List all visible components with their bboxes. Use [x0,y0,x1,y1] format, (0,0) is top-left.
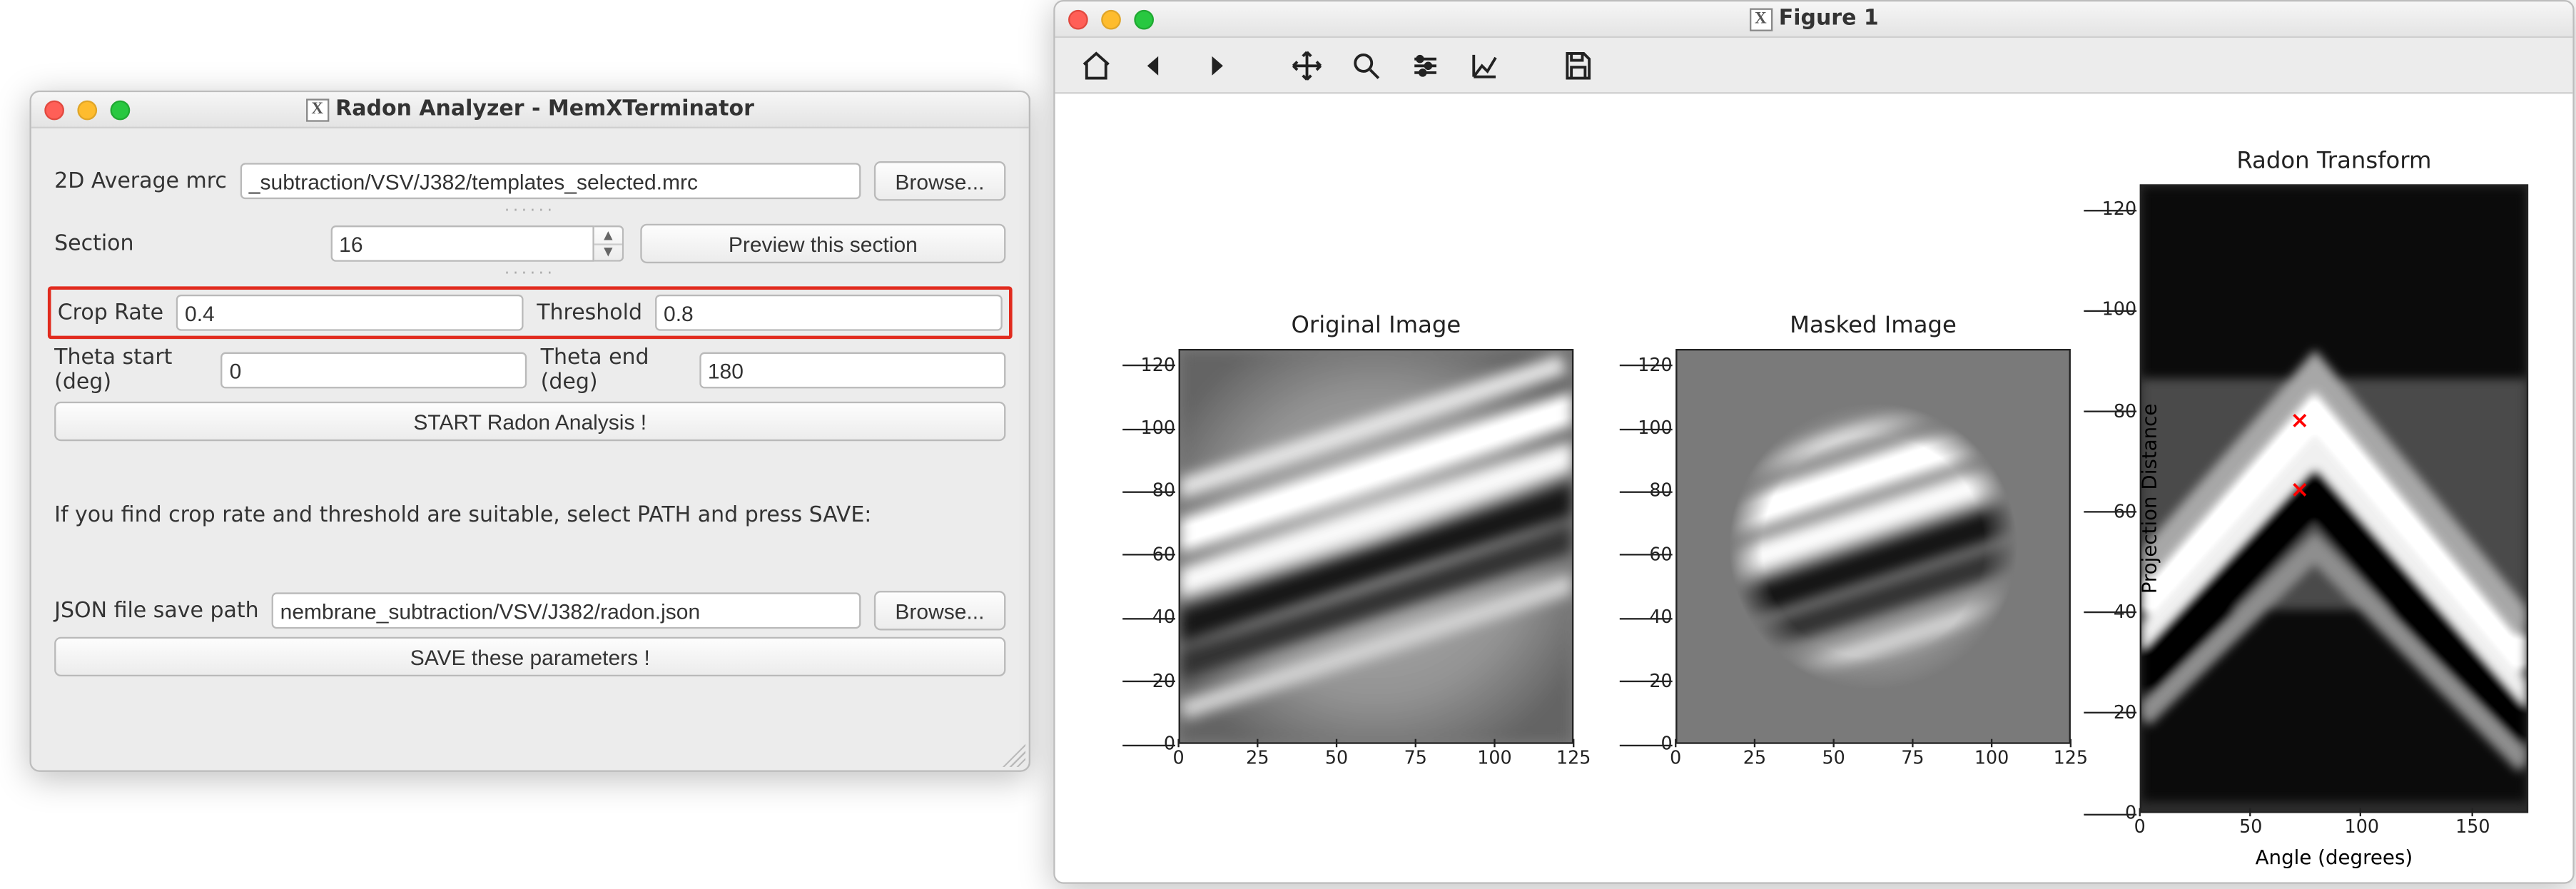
resize-grip-icon[interactable] [1003,744,1025,767]
theta-end-label: Theta end (deg) [541,345,686,395]
xtick-label: 100 [1477,747,1511,768]
xtick-label: 25 [1743,747,1766,768]
ylabel: Projection Distance [2138,404,2161,594]
subplot-title: Masked Image [1675,313,2071,339]
subplot-title: Original Image [1179,313,1574,339]
xtick-label: 50 [1822,747,1845,768]
subplot-title: Radon Transform [2140,148,2528,175]
titlebar[interactable]: X Radon Analyzer - MemXTerminator [31,92,1029,128]
toolbar-axes-icon[interactable] [1466,47,1503,83]
original-image-content [1180,350,1572,742]
xtick-label: 125 [1556,747,1591,768]
toolbar-subplots-icon[interactable] [1407,47,1444,83]
save-params-button[interactable]: SAVE these parameters ! [54,637,1005,676]
axes-masked[interactable] [1675,349,2071,744]
xtick-label: 25 [1246,747,1269,768]
figure-titlebar[interactable]: X Figure 1 [1055,1,2573,38]
xtick-label: 0 [1670,747,1681,768]
section-input[interactable] [331,225,594,262]
xtick-label: 100 [1974,747,2009,768]
xtick-label: 50 [1325,747,1348,768]
stage: X Radon Analyzer - MemXTerminator 2D Ave… [0,0,2576,889]
theta-end-input[interactable] [699,352,1005,389]
xtick-label: 100 [2345,816,2379,838]
highlighted-params-box: Crop Rate Threshold [48,286,1013,339]
toolbar-zoom-icon[interactable] [1348,47,1384,83]
xlabel: Angle (degrees) [2140,846,2528,869]
axes-original[interactable] [1179,349,1574,744]
xtick-label: 125 [2054,747,2088,768]
subplot-original: Original Image [1179,349,1574,744]
window-close-icon[interactable] [1068,10,1088,30]
browse-mrc-button[interactable]: Browse... [873,161,1005,200]
x11-icon: X [306,98,329,121]
xticks: 0255075100125 [1179,747,1574,773]
xtick-label: 150 [2455,816,2490,838]
figure-window-title: X Figure 1 [1055,6,2573,31]
masked-image-content [1678,350,2069,742]
spinner-up-icon[interactable]: ▲ [594,227,622,244]
radon-image-content [2141,186,2527,803]
xtick-label: 0 [1173,747,1185,768]
xtick-label: 0 [2134,816,2146,838]
toolbar-back-icon[interactable] [1137,47,1174,83]
window-title-text: Radon Analyzer - MemXTerminator [335,97,754,122]
subplot-masked: Masked Image [1675,349,2071,744]
section-spinner[interactable]: ▲▼ [331,225,627,262]
browse-json-button[interactable]: Browse... [873,591,1005,630]
json-path-label: JSON file save path [54,598,259,623]
avg-mrc-label: 2D Average mrc [54,168,227,193]
threshold-input[interactable] [656,295,1003,331]
avg-mrc-input[interactable] [240,163,861,199]
figure-canvas: Original Image [1055,93,2573,882]
spinner-arrows[interactable]: ▲▼ [594,225,624,262]
axes-radon[interactable]: ×× [2140,184,2528,813]
subplot-radon: Radon Transform ×× 0204 [2140,184,2528,813]
spinner-down-icon[interactable]: ▼ [594,245,622,260]
toolbar-forward-icon[interactable] [1197,47,1233,83]
xtick-label: 50 [2239,816,2262,838]
window-zoom-icon[interactable] [1134,10,1154,30]
figure-window: X Figure 1 Original Image [1053,0,2574,884]
x11-icon: X [1749,7,1772,30]
toolbar-pan-icon[interactable] [1289,47,1325,83]
start-analysis-button[interactable]: START Radon Analysis ! [54,402,1005,441]
preview-section-button[interactable]: Preview this section [640,224,1005,263]
yticks: 020406080100120 [1122,349,1175,744]
radon-analyzer-window: X Radon Analyzer - MemXTerminator 2D Ave… [30,91,1030,772]
toolbar-home-icon[interactable] [1078,47,1115,83]
dialog-body: 2D Average mrc Browse... ······ Section … [31,128,1029,699]
window-close-icon[interactable] [44,101,64,121]
theta-start-label: Theta start (deg) [54,345,208,395]
hint-text: If you find crop rate and threshold are … [54,504,871,529]
xtick-label: 75 [1901,747,1924,768]
window-minimize-icon[interactable] [1101,10,1121,30]
window-minimize-icon[interactable] [77,101,97,121]
yticks: 020406080100120 [1620,349,1673,744]
threshold-label: Threshold [537,300,642,325]
crop-rate-input[interactable] [177,295,524,331]
window-zoom-icon[interactable] [111,101,131,121]
separator-dots: ······ [54,208,1005,218]
xtick-label: 75 [1404,747,1427,768]
section-label: Section [54,231,318,256]
window-title: X Radon Analyzer - MemXTerminator [31,97,1029,122]
crop-rate-label: Crop Rate [58,300,163,325]
theta-start-input[interactable] [221,352,527,389]
json-path-input[interactable] [272,592,861,629]
separator-dots: ······ [54,270,1005,280]
xticks: 0255075100125 [1675,747,2071,773]
mpl-toolbar [1055,38,2573,93]
xticks: 050100150 [2140,816,2528,843]
yticks: 020406080100120 [2084,184,2136,813]
figure-title-text: Figure 1 [1779,6,1879,31]
toolbar-save-icon[interactable] [1558,47,1595,83]
